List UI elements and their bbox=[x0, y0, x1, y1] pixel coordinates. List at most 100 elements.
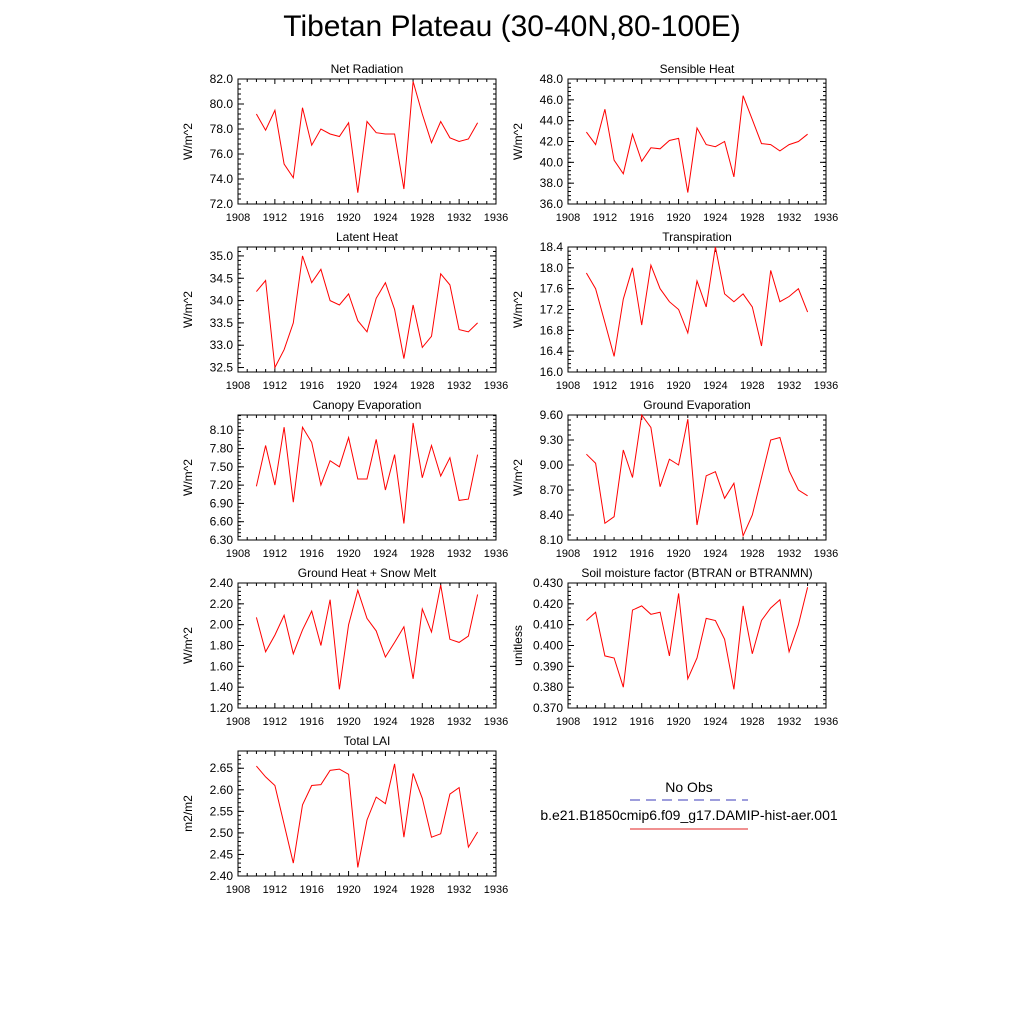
x-tick-label: 1916 bbox=[629, 212, 653, 224]
chart-panel-canopy-evaporation: Canopy Evaporation W/m^2 1908 1912 1916 1920 1… bbox=[181, 398, 508, 560]
y-tick-label: 42.0 bbox=[540, 135, 564, 149]
y-tick-label: 16.4 bbox=[540, 344, 564, 358]
y-tick-label: 8.10 bbox=[540, 533, 564, 547]
x-tick-label: 1936 bbox=[814, 380, 838, 392]
y-tick-label: 0.380 bbox=[533, 680, 563, 694]
x-tick-label: 1912 bbox=[593, 548, 617, 560]
y-tick-label: 0.390 bbox=[533, 659, 563, 673]
x-tick-label: 1920 bbox=[336, 548, 360, 560]
y-tick-label: 2.40 bbox=[210, 576, 234, 590]
chart-panel-ground-heat-snow-melt: Ground Heat + Snow Melt W/m^2 1908 1912 1916… bbox=[181, 566, 508, 728]
x-tick-label: 1912 bbox=[263, 716, 287, 728]
y-tick-label: 38.0 bbox=[540, 176, 564, 190]
x-tick-label: 1932 bbox=[447, 212, 471, 224]
x-tick-label: 1920 bbox=[336, 716, 360, 728]
y-tick-label: 33.5 bbox=[210, 316, 234, 330]
series-line bbox=[255, 585, 479, 690]
y-tick-label: 17.6 bbox=[540, 282, 564, 296]
x-tick-label: 1932 bbox=[777, 212, 801, 224]
plot-frame bbox=[567, 582, 827, 709]
y-tick-label: 74.0 bbox=[210, 172, 234, 186]
x-tick-label: 1920 bbox=[336, 380, 360, 392]
x-tick-label: 1932 bbox=[777, 380, 801, 392]
y-tick-label: 16.0 bbox=[540, 365, 564, 379]
y-tick-label: 9.60 bbox=[540, 408, 564, 422]
y-tick-label: 72.0 bbox=[210, 197, 234, 211]
chart-panel-soil-moisture-factor-btran-or-btranmn: Soil moisture factor (BTRAN or BTRANMN) u… bbox=[511, 566, 838, 728]
x-tick-label: 1936 bbox=[484, 716, 508, 728]
y-axis-label: W/m^2 bbox=[181, 291, 195, 328]
y-axis-label: W/m^2 bbox=[511, 459, 525, 496]
panel-title: Net Radiation bbox=[331, 62, 404, 76]
y-axis-label: W/m^2 bbox=[511, 123, 525, 160]
plot-frame bbox=[237, 582, 497, 709]
x-tick-label: 1908 bbox=[556, 212, 580, 224]
x-tick-label: 1928 bbox=[410, 548, 434, 560]
y-tick-label: 7.80 bbox=[210, 442, 234, 456]
y-axis-label: W/m^2 bbox=[181, 123, 195, 160]
x-tick-label: 1920 bbox=[666, 380, 690, 392]
x-tick-label: 1912 bbox=[593, 716, 617, 728]
y-tick-label: 44.0 bbox=[540, 114, 564, 128]
y-tick-label: 76.0 bbox=[210, 147, 234, 161]
x-tick-label: 1908 bbox=[226, 884, 250, 896]
series-line bbox=[586, 587, 809, 690]
y-tick-label: 0.430 bbox=[533, 576, 563, 590]
x-tick-label: 1912 bbox=[593, 212, 617, 224]
x-tick-label: 1932 bbox=[777, 716, 801, 728]
x-tick-label: 1932 bbox=[447, 548, 471, 560]
y-tick-label: 2.55 bbox=[210, 804, 234, 818]
y-tick-label: 8.70 bbox=[540, 483, 564, 497]
x-tick-label: 1936 bbox=[814, 212, 838, 224]
x-tick-label: 1912 bbox=[263, 380, 287, 392]
y-tick-label: 78.0 bbox=[210, 122, 234, 136]
y-tick-label: 18.4 bbox=[540, 240, 564, 254]
y-tick-label: 40.0 bbox=[540, 155, 564, 169]
x-tick-label: 1936 bbox=[814, 716, 838, 728]
x-tick-label: 1912 bbox=[263, 884, 287, 896]
legend-label-model-run: b.e21.B1850cmip6.f09_g17.DAMIP-hist-aer.… bbox=[540, 807, 838, 823]
y-tick-label: 1.80 bbox=[210, 639, 234, 653]
y-axis-label: W/m^2 bbox=[181, 627, 195, 664]
x-tick-label: 1928 bbox=[740, 716, 764, 728]
legend: No Obs b.e21.B1850cmip6.f09_g17.DAMIP-hi… bbox=[540, 779, 838, 830]
panel-title: Ground Heat + Snow Melt bbox=[298, 566, 437, 580]
panel-title: Latent Heat bbox=[336, 230, 399, 244]
y-tick-label: 8.40 bbox=[540, 508, 564, 522]
x-tick-label: 1928 bbox=[410, 212, 434, 224]
x-tick-label: 1916 bbox=[299, 548, 323, 560]
y-tick-label: 80.0 bbox=[210, 97, 234, 111]
x-tick-label: 1924 bbox=[703, 548, 727, 560]
y-axis-label: W/m^2 bbox=[511, 291, 525, 328]
y-tick-label: 46.0 bbox=[540, 93, 564, 107]
x-tick-label: 1908 bbox=[226, 380, 250, 392]
x-tick-label: 1908 bbox=[226, 548, 250, 560]
x-tick-label: 1924 bbox=[373, 380, 397, 392]
plot-frame bbox=[237, 246, 497, 373]
series-line bbox=[256, 255, 478, 370]
y-axis-label: W/m^2 bbox=[181, 459, 195, 496]
x-tick-label: 1920 bbox=[666, 716, 690, 728]
chart-panel-latent-heat: Latent Heat W/m^2 1908 1912 1916 1920 1924 1928… bbox=[181, 230, 508, 392]
y-tick-label: 16.8 bbox=[540, 323, 564, 337]
y-tick-label: 17.2 bbox=[540, 303, 564, 317]
x-tick-label: 1920 bbox=[336, 884, 360, 896]
y-tick-label: 2.20 bbox=[210, 597, 234, 611]
x-tick-label: 1916 bbox=[629, 716, 653, 728]
plot-frame bbox=[237, 78, 497, 205]
chart-panel-sensible-heat: Sensible Heat W/m^2 1908 1912 1916 1920 1924 19… bbox=[511, 62, 838, 224]
y-tick-label: 6.30 bbox=[210, 533, 234, 547]
x-tick-label: 1936 bbox=[814, 548, 838, 560]
y-tick-label: 6.90 bbox=[210, 496, 234, 510]
x-tick-label: 1920 bbox=[666, 212, 690, 224]
series-line bbox=[586, 413, 808, 538]
x-tick-label: 1924 bbox=[703, 380, 727, 392]
y-tick-label: 1.60 bbox=[210, 659, 234, 673]
x-tick-label: 1932 bbox=[447, 884, 471, 896]
y-tick-label: 1.20 bbox=[210, 701, 234, 715]
x-tick-label: 1924 bbox=[373, 716, 397, 728]
y-tick-label: 82.0 bbox=[210, 72, 234, 86]
series-line bbox=[585, 246, 809, 357]
y-tick-label: 7.50 bbox=[210, 460, 234, 474]
